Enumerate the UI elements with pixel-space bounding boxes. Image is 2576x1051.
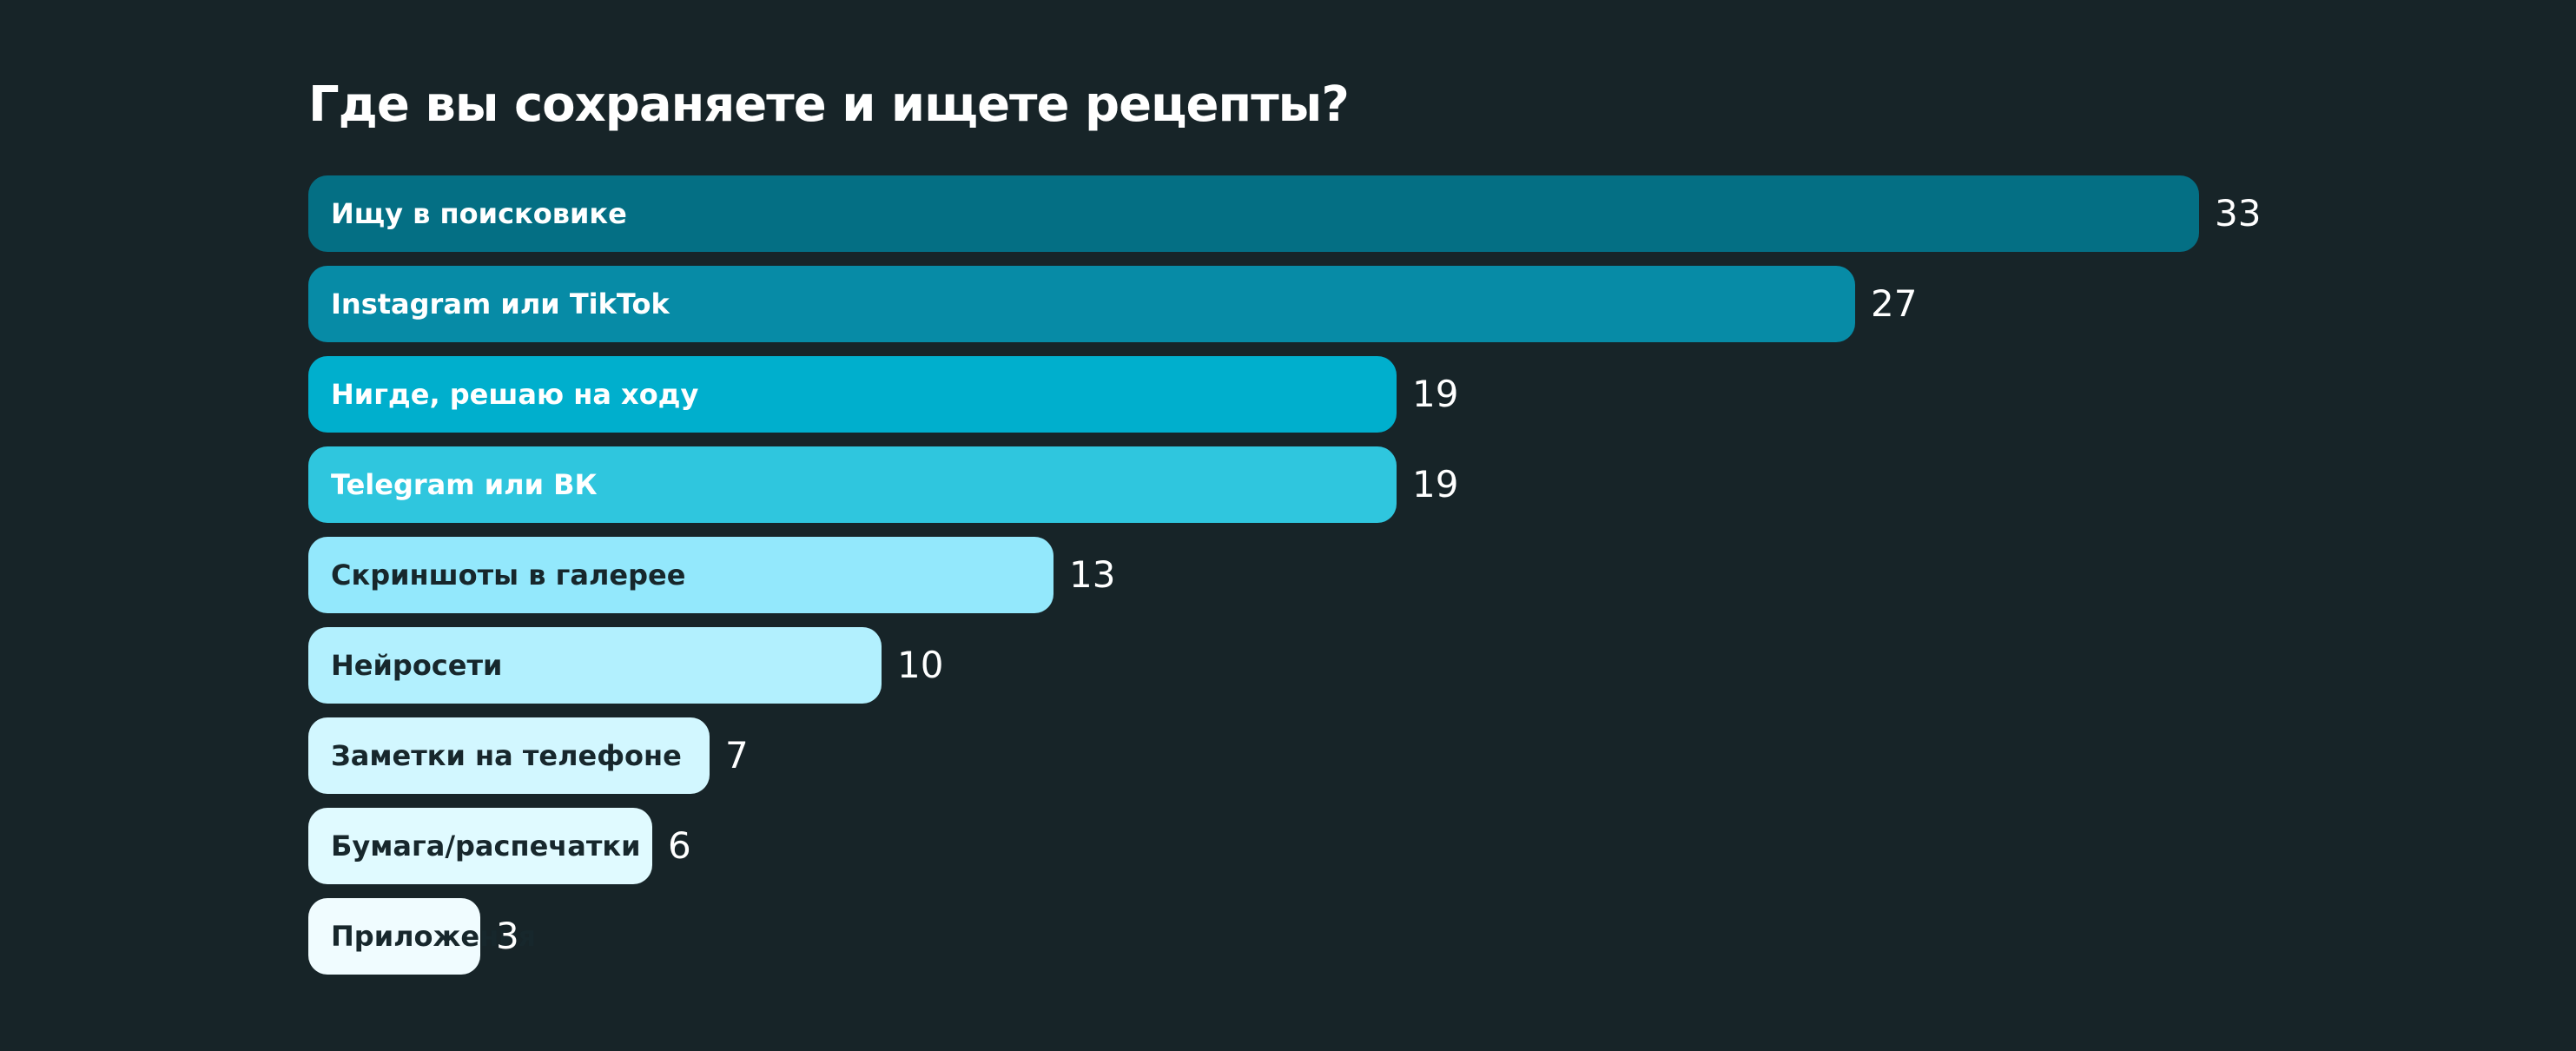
bar-label: Скриншоты в галерее: [331, 559, 686, 592]
bar-row: Приложения 3: [308, 898, 2480, 975]
bar: Telegram или ВК: [308, 446, 1397, 523]
bar-label: Заметки на телефоне: [331, 739, 682, 772]
bar-row: Нейросети 10: [308, 627, 2480, 704]
bar-label: Нейросети: [331, 649, 503, 682]
bar-value-label: 6: [668, 824, 691, 867]
bar-value-label: 33: [2215, 192, 2262, 235]
bar-row: Нигде, решаю на ходу 19: [308, 356, 2480, 433]
bar-value-label: 7: [725, 734, 749, 777]
bar-label: Ищу в поисковике: [331, 197, 627, 230]
bar-value-label: 27: [1871, 282, 1918, 325]
bar: Приложения: [308, 898, 536, 975]
bar-label: Instagram или TikTok: [331, 288, 670, 321]
chart-title: Где вы сохраняете и ищете рецепты?: [308, 76, 1350, 133]
bar-label: Бумага/распечатки: [331, 830, 641, 863]
bar: Ищу в поисковике: [308, 175, 2199, 252]
bar-row: Заметки на телефоне 7: [308, 717, 2480, 794]
bar-value-label: 19: [1412, 373, 1459, 415]
bar-value-label: 13: [1069, 553, 1116, 596]
bar-value-label: 10: [897, 644, 944, 686]
bar: Нейросети: [308, 627, 882, 704]
bar-row: Instagram или TikTok 27: [308, 266, 2480, 342]
bar-row: Telegram или ВК 19: [308, 446, 2480, 523]
bar-row: Ищу в поисковике 33: [308, 175, 2480, 252]
bar-row: Скриншоты в галерее 13: [308, 537, 2480, 613]
bar: Instagram или TikTok: [308, 266, 1855, 342]
bar-row: Бумага/распечатки 6: [308, 808, 2480, 884]
bar: Нигде, решаю на ходу: [308, 356, 1397, 433]
bar-label: Telegram или ВК: [331, 468, 598, 501]
bar-value-label: 19: [1412, 463, 1459, 506]
bar-label: Нигде, решаю на ходу: [331, 378, 699, 411]
bar-label: Приложения: [331, 920, 537, 953]
bar-value-label: 3: [496, 915, 519, 957]
bar: Бумага/распечатки: [308, 808, 652, 884]
bar: Заметки на телефоне: [308, 717, 710, 794]
bar: Скриншоты в галерее: [308, 537, 1054, 613]
